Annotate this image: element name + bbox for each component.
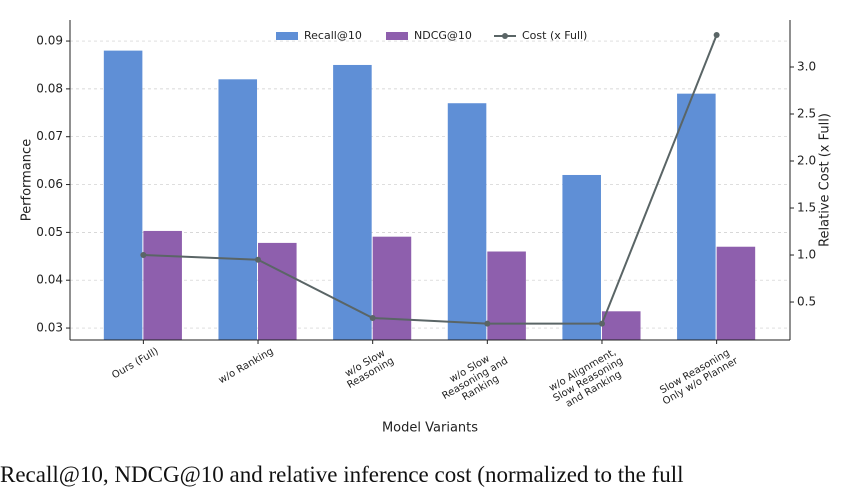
legend-swatch (386, 32, 408, 40)
cost-point (713, 32, 720, 39)
cost-point (484, 320, 491, 327)
cost-line (143, 34, 718, 325)
cost-point (140, 252, 147, 259)
y-tick-label: 0.08 (36, 81, 63, 95)
y-tick-label: 0.07 (36, 129, 63, 143)
legend-label: NDCG@10 (414, 29, 472, 42)
y2-tick-label: 3.0 (797, 60, 816, 74)
y2-tick-label: 2.0 (797, 154, 816, 168)
chart: 0.03 0.04 0.05 0.06 0.07 0.08 0.09 0.5 1.0 1.5 2.0… (20, 20, 833, 436)
cost-point (598, 320, 605, 327)
y-axis-label: Performance (20, 139, 35, 221)
y-tick-label: 0.03 (36, 321, 63, 335)
bar (447, 103, 487, 340)
legend-swatch (502, 33, 508, 39)
y2-tick-label: 1.5 (797, 201, 816, 215)
legend-label: Recall@10 (304, 29, 362, 42)
y-tick-label: 0.05 (36, 225, 63, 239)
cost-point (369, 315, 376, 322)
y2-tick-label: 1.0 (797, 248, 816, 262)
bar (372, 236, 412, 340)
y2-tick-label: 0.5 (797, 295, 816, 309)
bar (562, 174, 601, 340)
bar (601, 311, 641, 340)
bar (218, 79, 258, 340)
bar (487, 251, 526, 340)
y-tick-label: 0.09 (36, 34, 63, 48)
bar (103, 50, 143, 340)
y-tick-label: 0.06 (36, 177, 63, 191)
y-tick-label: 0.04 (36, 273, 63, 287)
bar (333, 64, 372, 340)
caption: Recall@10, NDCG@10 and relative inferenc… (0, 462, 684, 487)
cost-point (255, 256, 262, 263)
x-axis-label: Model Variants (382, 421, 478, 436)
bar (258, 242, 297, 340)
bar (143, 230, 182, 340)
legend-swatch (276, 32, 298, 40)
bar (677, 93, 716, 340)
legend-label: Cost (x Full) (522, 29, 587, 42)
y2-tick-label: 2.5 (797, 107, 816, 121)
y2-axis-label: Relative Cost (x Full) (818, 113, 833, 247)
bar (716, 246, 756, 340)
